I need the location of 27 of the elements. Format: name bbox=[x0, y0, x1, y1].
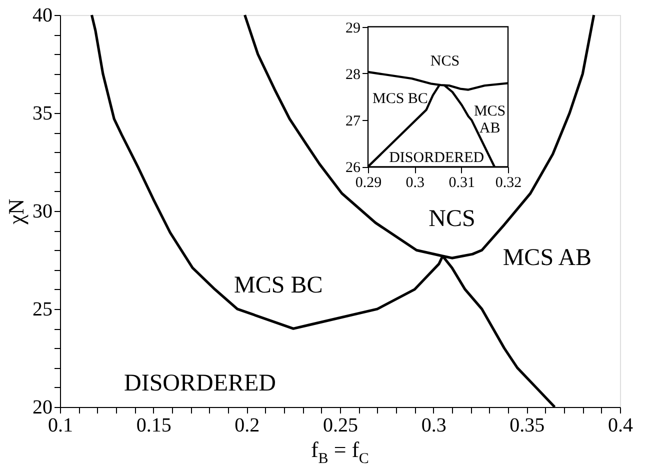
y-axis-title: χN bbox=[4, 198, 28, 226]
x-tick-label: 0.32 bbox=[495, 175, 522, 192]
x-tick-label: 0.3 bbox=[421, 414, 446, 436]
y-tick-label: 30 bbox=[32, 200, 52, 222]
annotation: DISORDERED bbox=[124, 370, 276, 396]
y-tick-label: 35 bbox=[32, 102, 52, 124]
annotation: MCS AB bbox=[474, 104, 506, 137]
x-tick-label: 0.25 bbox=[323, 414, 358, 436]
x-tick-label: 0.4 bbox=[608, 414, 633, 436]
annotation: DISORDERED bbox=[389, 150, 484, 166]
annotation: NCS bbox=[428, 206, 476, 232]
x-tick-label: 0.3 bbox=[406, 175, 425, 192]
x-tick-label: 0.2 bbox=[234, 414, 260, 436]
annotation: MCS BC bbox=[234, 272, 323, 298]
x-tick-label: 0.35 bbox=[510, 414, 545, 436]
y-tick-label: 40 bbox=[32, 4, 52, 26]
y-tick-label: 29 bbox=[346, 20, 360, 36]
y-tick-label: 26 bbox=[346, 160, 361, 176]
x-tick-label: 0.15 bbox=[136, 414, 172, 436]
annotation: MCS AB bbox=[502, 245, 592, 272]
y-tick-label: 25 bbox=[32, 298, 52, 320]
x-tick-label: 0.29 bbox=[355, 175, 382, 192]
annotation: MCS BC bbox=[372, 91, 428, 108]
y-tick-label: 27 bbox=[346, 114, 361, 130]
y-tick-label: 28 bbox=[346, 66, 360, 83]
x-tick-label: 0.31 bbox=[448, 175, 475, 192]
annotation: NCS bbox=[430, 53, 460, 70]
